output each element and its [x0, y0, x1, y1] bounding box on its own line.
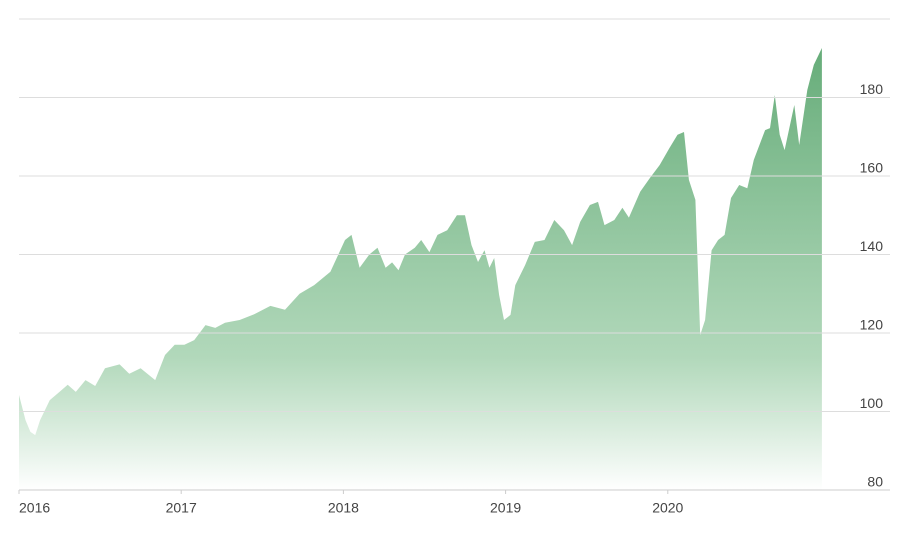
y-tick-label: 180 — [860, 81, 884, 97]
x-tick-label: 2019 — [490, 500, 521, 516]
x-tick-label: 2018 — [328, 500, 359, 516]
y-tick-label: 80 — [867, 474, 883, 490]
x-tick-label: 2017 — [166, 500, 197, 516]
x-tick-label: 2020 — [652, 500, 683, 516]
y-tick-label: 100 — [860, 395, 884, 411]
x-tick-label: 2016 — [19, 500, 50, 516]
y-tick-label: 120 — [860, 317, 884, 333]
y-tick-label: 140 — [860, 238, 884, 254]
y-tick-label: 160 — [860, 160, 884, 176]
area — [19, 48, 822, 490]
